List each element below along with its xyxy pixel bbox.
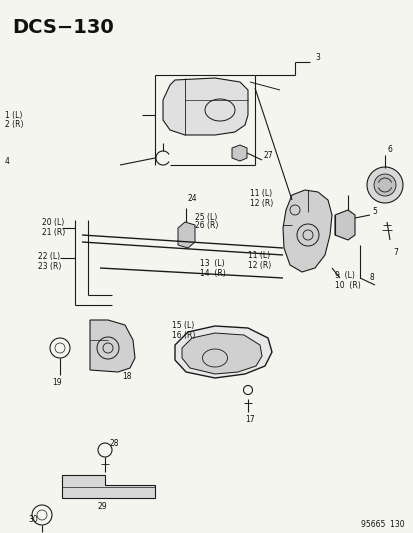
Text: 20 (L): 20 (L) xyxy=(42,218,64,227)
Text: 25 (L): 25 (L) xyxy=(195,213,217,222)
Circle shape xyxy=(373,174,395,196)
Text: 18: 18 xyxy=(122,372,131,381)
Polygon shape xyxy=(231,145,247,161)
Text: 30: 30 xyxy=(28,515,38,524)
Polygon shape xyxy=(90,320,135,372)
Text: 28: 28 xyxy=(110,440,119,448)
Text: DCS−130: DCS−130 xyxy=(12,18,114,37)
Polygon shape xyxy=(334,210,354,240)
Text: 13  (L): 13 (L) xyxy=(199,259,224,268)
Text: 29: 29 xyxy=(98,502,107,511)
Polygon shape xyxy=(282,190,331,272)
Text: 24: 24 xyxy=(188,194,197,203)
Text: 9  (L): 9 (L) xyxy=(334,271,354,280)
Polygon shape xyxy=(182,333,261,374)
Polygon shape xyxy=(178,222,195,248)
Text: 16 (R): 16 (R) xyxy=(171,331,195,340)
Text: 11 (L): 11 (L) xyxy=(247,251,269,260)
Text: 26 (R): 26 (R) xyxy=(195,221,218,230)
Text: 1 (L): 1 (L) xyxy=(5,111,22,120)
Text: 23 (R): 23 (R) xyxy=(38,262,61,271)
Text: 12 (R): 12 (R) xyxy=(249,199,273,208)
Text: 8: 8 xyxy=(369,273,374,282)
Text: 2 (R): 2 (R) xyxy=(5,120,24,129)
Text: 15 (L): 15 (L) xyxy=(171,321,194,330)
Text: 10  (R): 10 (R) xyxy=(334,281,360,290)
Text: 3: 3 xyxy=(314,53,319,62)
Polygon shape xyxy=(62,475,154,498)
Text: 22 (L): 22 (L) xyxy=(38,252,60,261)
Text: 21 (R): 21 (R) xyxy=(42,228,65,237)
Text: 4: 4 xyxy=(5,157,10,166)
Text: 5: 5 xyxy=(371,207,376,216)
Polygon shape xyxy=(163,78,247,135)
Text: 17: 17 xyxy=(244,415,254,424)
Text: 6: 6 xyxy=(387,146,392,155)
Text: 27: 27 xyxy=(263,151,273,160)
Text: 11 (L): 11 (L) xyxy=(249,189,271,198)
Text: 14  (R): 14 (R) xyxy=(199,269,225,278)
Polygon shape xyxy=(175,326,271,378)
Text: 95665  130: 95665 130 xyxy=(361,520,404,529)
Text: 12 (R): 12 (R) xyxy=(247,261,271,270)
Text: 7: 7 xyxy=(392,248,397,257)
Text: 19: 19 xyxy=(52,378,62,387)
Circle shape xyxy=(366,167,402,203)
